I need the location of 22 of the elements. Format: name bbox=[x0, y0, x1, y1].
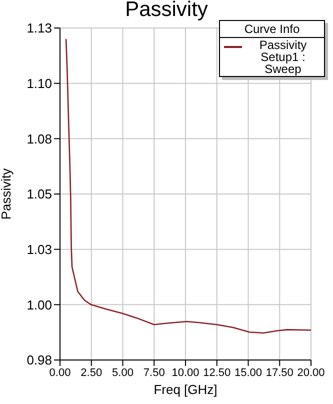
x-tick-label: 2.50 bbox=[80, 366, 102, 379]
chart-title: Passivity bbox=[124, 0, 209, 22]
legend-title: Curve Info bbox=[220, 21, 324, 38]
x-tick-label: 15.00 bbox=[234, 366, 262, 379]
x-tick-label: 5.00 bbox=[112, 366, 134, 379]
y-tick-label: 1.13 bbox=[26, 20, 52, 36]
y-tick-label: 1.10 bbox=[26, 76, 52, 91]
y-axis-title: Passivity bbox=[0, 168, 14, 220]
x-tick-label: 10.00 bbox=[172, 366, 200, 379]
x-axis-title: Freq [GHz] bbox=[154, 382, 218, 397]
x-tick-label: 12.50 bbox=[203, 366, 231, 379]
y-tick-label: 0.98 bbox=[26, 352, 52, 368]
y-tick-label: 1.05 bbox=[26, 186, 52, 202]
x-tick-label: 7.50 bbox=[143, 366, 165, 379]
x-tick-label: 17.50 bbox=[266, 366, 294, 379]
line-series bbox=[65, 38, 311, 334]
y-tick-label: 1.00 bbox=[26, 297, 52, 312]
y-tick-label: 1.03 bbox=[26, 242, 52, 257]
legend-label: Passivity Setup1 : Sweep bbox=[258, 38, 308, 76]
x-tick-label: 0.00 bbox=[49, 366, 71, 379]
y-tick-label: 1.08 bbox=[26, 131, 52, 146]
x-tick-label: 20.00 bbox=[297, 366, 325, 379]
